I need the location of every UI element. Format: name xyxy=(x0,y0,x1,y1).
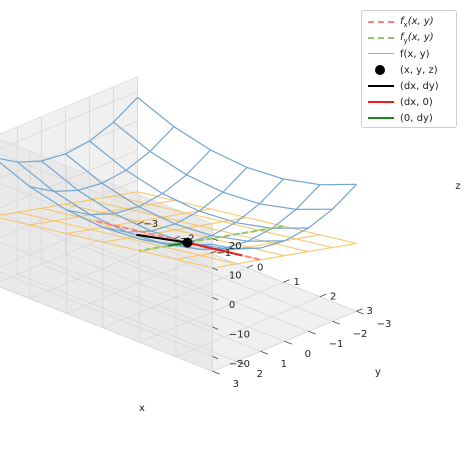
x-axis-label: x xyxy=(139,403,145,414)
x-tick-mark xyxy=(319,293,327,298)
x-tick-label: 2 xyxy=(330,291,336,302)
tangent-plane-line xyxy=(66,208,211,235)
legend-line xyxy=(368,85,394,87)
gridline-z xyxy=(0,91,213,239)
axis-panes xyxy=(0,76,358,372)
z-axis-label: z xyxy=(455,181,460,192)
surface-line xyxy=(175,184,321,251)
tangent-plane-line xyxy=(102,217,248,243)
surface-line xyxy=(29,126,175,193)
legend-entry: (0, dy) xyxy=(366,110,452,126)
x-tick-label: −2 xyxy=(180,233,195,244)
x-tick-label: −3 xyxy=(143,219,158,230)
gridline-y-floor xyxy=(0,286,213,372)
y-tick-mark xyxy=(356,310,364,315)
tangent-plane-line xyxy=(0,191,138,216)
z-tick-label: −10 xyxy=(229,330,250,341)
surface-line xyxy=(102,166,248,233)
z-tick-label: 20 xyxy=(229,241,242,252)
legend-label: fy(x, y) xyxy=(400,31,434,45)
legend-label: (0, dy) xyxy=(400,112,433,124)
dx-segment xyxy=(187,241,243,257)
z-tick-mark xyxy=(212,238,219,242)
legend-label: f(x, y) xyxy=(400,48,430,60)
z-tick-mark xyxy=(212,326,219,330)
legend-line xyxy=(368,21,394,23)
legend-entry: (dx, dy) xyxy=(366,78,452,94)
y-tick-label: 1 xyxy=(281,359,287,370)
legend-line xyxy=(368,53,394,54)
x-tick-label: −1 xyxy=(216,248,231,259)
surface-line xyxy=(0,96,138,163)
x-tick-mark xyxy=(356,308,363,312)
point-marker xyxy=(182,237,193,248)
legend-label: (x, y, z) xyxy=(400,64,438,76)
surface-line xyxy=(212,183,357,250)
z-tick-label: 0 xyxy=(229,300,235,311)
legend-label: (dx, dy) xyxy=(400,80,439,92)
x-tick-label: 0 xyxy=(257,262,263,273)
legend-symbol xyxy=(366,33,396,43)
tangent-plane-line xyxy=(212,242,357,269)
z-tick-label: −20 xyxy=(229,359,250,370)
tangent-plane-line xyxy=(29,199,175,226)
x-tick-mark xyxy=(210,250,217,254)
z-tick-mark xyxy=(212,356,219,360)
x-tick-label: 3 xyxy=(367,306,373,317)
legend-symbol xyxy=(366,113,396,123)
legend-dot xyxy=(375,65,385,75)
x-tick-mark xyxy=(137,221,144,225)
surface-line xyxy=(137,96,357,186)
legend-label: fx(x, y) xyxy=(400,15,434,29)
y-tick-mark xyxy=(212,370,220,375)
legend-symbol xyxy=(366,97,396,107)
y-tick-mark xyxy=(236,360,244,365)
legend-symbol xyxy=(366,81,396,91)
y-tick-label: 0 xyxy=(305,349,311,360)
y-axis-label: y xyxy=(375,367,381,378)
legend-line xyxy=(368,37,394,39)
legend-label: (dx, 0) xyxy=(400,96,433,108)
legend-entry: (x, y, z) xyxy=(366,62,452,78)
y-tick-label: 2 xyxy=(257,369,263,380)
z-tick-mark xyxy=(212,267,219,271)
x-tick-mark xyxy=(246,264,254,269)
tangent-lines xyxy=(96,220,284,261)
y-tick-label: −2 xyxy=(353,329,368,340)
y-tick-mark xyxy=(284,340,292,345)
legend-entry: (dx, 0) xyxy=(366,94,452,110)
z-tick-mark xyxy=(212,297,219,301)
y-tick-label: −1 xyxy=(329,339,344,350)
y-tick-mark xyxy=(332,320,340,325)
legend-symbol xyxy=(366,65,396,75)
legend-line xyxy=(368,117,394,119)
y-tick-label: −3 xyxy=(377,319,392,330)
legend-entry: fy(x, y) xyxy=(366,30,452,46)
surface-line xyxy=(66,149,211,216)
legend-symbol xyxy=(366,49,396,59)
gridline-z xyxy=(0,150,213,298)
y-tick-label: 3 xyxy=(233,379,239,390)
legend-entry: fx(x, y) xyxy=(366,14,452,30)
legend-symbol xyxy=(366,17,396,27)
tangent-plane-line xyxy=(175,234,321,260)
z-tick-label: 10 xyxy=(229,271,242,282)
x-tick-mark xyxy=(283,279,290,283)
y-tick-mark xyxy=(260,350,268,355)
legend-entry: f(x, y) xyxy=(366,46,452,62)
legend: fx(x, y) fy(x, y) f(x, y) (x, y, z) (dx, dy)… xyxy=(361,10,457,128)
x-tick-label: 1 xyxy=(294,277,300,288)
y-tick-mark xyxy=(308,330,316,335)
legend-line xyxy=(368,101,394,103)
x-tick-mark xyxy=(173,235,181,240)
gridline-y-floor xyxy=(17,273,237,362)
dxdy-vector xyxy=(136,233,188,244)
fy-tangent-line xyxy=(139,225,284,252)
surface-line xyxy=(113,121,333,211)
surface-line xyxy=(139,178,284,245)
